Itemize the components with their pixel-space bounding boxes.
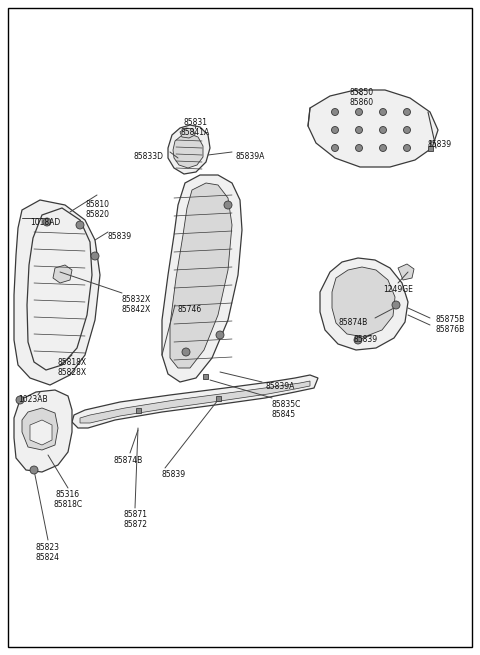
Circle shape — [354, 336, 362, 344]
Text: 85839: 85839 — [162, 470, 186, 479]
Circle shape — [216, 331, 224, 339]
Circle shape — [332, 109, 338, 115]
Polygon shape — [332, 267, 395, 337]
Text: 1023AB: 1023AB — [18, 395, 48, 404]
Circle shape — [356, 145, 362, 151]
Text: 85316
85818C: 85316 85818C — [53, 490, 83, 510]
Polygon shape — [30, 420, 52, 445]
Text: 85835C
85845: 85835C 85845 — [272, 400, 301, 419]
Circle shape — [182, 348, 190, 356]
Text: 85875B
85876B: 85875B 85876B — [435, 315, 464, 335]
Text: 85839A: 85839A — [265, 382, 294, 391]
Polygon shape — [27, 208, 92, 370]
Text: 85839: 85839 — [354, 335, 378, 344]
Circle shape — [356, 126, 362, 134]
Text: 85850
85860: 85850 85860 — [350, 88, 374, 107]
Text: 85839A: 85839A — [235, 152, 264, 161]
Text: 85832X
85842X: 85832X 85842X — [122, 295, 151, 314]
Circle shape — [356, 109, 362, 115]
Circle shape — [392, 301, 400, 309]
Circle shape — [43, 218, 51, 226]
Polygon shape — [180, 128, 195, 138]
Polygon shape — [173, 134, 203, 168]
Text: 85746: 85746 — [178, 305, 202, 314]
Polygon shape — [320, 258, 408, 350]
Text: 85833D: 85833D — [133, 152, 163, 161]
Text: 85871
85872: 85871 85872 — [123, 510, 147, 529]
Text: 85810
85820: 85810 85820 — [85, 200, 109, 219]
Circle shape — [380, 126, 386, 134]
Circle shape — [30, 466, 38, 474]
Polygon shape — [72, 375, 318, 428]
Circle shape — [91, 252, 99, 260]
Text: 85874B: 85874B — [113, 456, 143, 465]
FancyBboxPatch shape — [203, 373, 207, 379]
Circle shape — [380, 145, 386, 151]
Polygon shape — [53, 265, 72, 283]
Circle shape — [404, 126, 410, 134]
Circle shape — [16, 396, 24, 404]
Circle shape — [76, 221, 84, 229]
FancyBboxPatch shape — [216, 396, 220, 400]
Polygon shape — [398, 264, 414, 280]
Text: 85818X
85828X: 85818X 85828X — [58, 358, 86, 377]
Polygon shape — [14, 390, 72, 472]
Circle shape — [404, 145, 410, 151]
Polygon shape — [22, 408, 58, 450]
FancyBboxPatch shape — [428, 145, 432, 151]
Text: 85823
85824: 85823 85824 — [36, 543, 60, 563]
Text: 85839: 85839 — [108, 232, 132, 241]
Polygon shape — [308, 90, 438, 167]
Polygon shape — [14, 200, 100, 385]
Polygon shape — [170, 183, 232, 368]
Circle shape — [332, 126, 338, 134]
Circle shape — [404, 109, 410, 115]
Text: 85831
85841A: 85831 85841A — [180, 118, 210, 138]
Text: 1018AD: 1018AD — [30, 218, 60, 227]
Circle shape — [380, 109, 386, 115]
Text: 85839: 85839 — [428, 140, 452, 149]
Polygon shape — [168, 125, 210, 174]
Text: 1249GE: 1249GE — [383, 285, 413, 294]
Circle shape — [224, 201, 232, 209]
Circle shape — [332, 145, 338, 151]
FancyBboxPatch shape — [135, 407, 141, 413]
Polygon shape — [162, 175, 242, 382]
Polygon shape — [80, 381, 310, 423]
Text: 85874B: 85874B — [339, 318, 368, 327]
